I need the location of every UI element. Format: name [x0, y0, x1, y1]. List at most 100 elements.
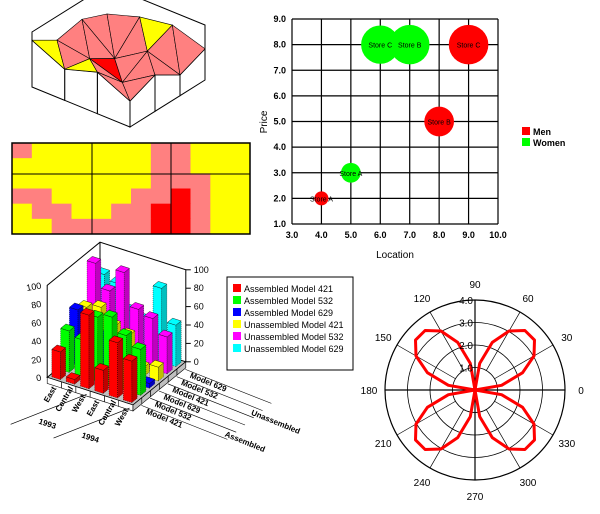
polar-angle-label: 150 — [375, 333, 392, 344]
contour-cell — [12, 188, 33, 205]
legend-swatch — [233, 308, 241, 316]
contour-cell — [150, 203, 172, 220]
polar-spoke — [485, 311, 521, 371]
contour-cell — [111, 188, 132, 205]
bar-top-face — [108, 335, 124, 344]
bar-row-line — [167, 383, 254, 419]
contour-cell — [111, 218, 132, 235]
legend-swatch — [233, 296, 241, 304]
bar-top-face — [149, 359, 164, 368]
bubble-label: Store C — [368, 43, 392, 50]
bar-top-face — [131, 342, 147, 350]
contour-cell — [230, 203, 251, 220]
bar-top-face — [65, 372, 81, 380]
contour-cell — [111, 143, 132, 159]
bubble-point — [448, 24, 489, 65]
bar-y-tick-right: 0 — [194, 357, 199, 367]
bubble-x-tick: 3.0 — [286, 230, 299, 240]
polar-radius-label: 2.0 — [459, 341, 473, 352]
polar-angle-label: 210 — [375, 439, 392, 450]
bar-y-tick-left: 20 — [30, 354, 42, 366]
contour-cell — [31, 188, 53, 205]
surface-facet — [121, 74, 156, 102]
legend-swatch — [233, 344, 241, 352]
bar-top-face — [122, 353, 138, 362]
polar-radius-label: 4.0 — [459, 296, 473, 307]
legend-swatch — [233, 332, 241, 340]
bar-side-face — [103, 365, 109, 394]
contour-cell — [230, 188, 251, 205]
bar-row-line — [158, 390, 246, 426]
bubble-point — [361, 25, 400, 64]
contour-cell — [111, 158, 132, 174]
contour-cell — [230, 173, 251, 189]
bubble-x-tick: 8.0 — [433, 230, 446, 240]
bar-y-tick-left: 60 — [30, 317, 42, 329]
bar-y-tick-left: 40 — [30, 336, 42, 348]
bar-floor-edge — [176, 361, 187, 376]
legend-label: Unassembled Model 532 — [244, 332, 344, 342]
legend-swatch — [233, 320, 241, 328]
polar-angle-label: 0 — [578, 386, 584, 397]
contour-cell — [230, 218, 251, 235]
contour-cell — [71, 203, 92, 220]
polar-spoke — [429, 311, 465, 371]
bubble-label: Store A — [310, 196, 333, 203]
bubble-label: Store B — [398, 43, 422, 50]
contour-cell — [210, 173, 231, 189]
contour-cell — [51, 188, 72, 205]
bubble-point — [424, 106, 454, 137]
contour-cell — [131, 143, 152, 159]
bar-y-tick-right: 60 — [194, 302, 204, 312]
contour-cell — [230, 158, 251, 174]
contour-cell — [51, 173, 72, 189]
polar-angle-label: 240 — [414, 478, 431, 489]
bubble-y-tick: 3.0 — [273, 168, 286, 178]
contour-cell — [31, 158, 53, 174]
contour-cell — [210, 143, 231, 159]
bubble-y-tick: 9.0 — [273, 14, 286, 24]
bubble-y-label: Price — [259, 110, 270, 133]
bar-group-line — [53, 407, 130, 439]
polar-radius-label: 1.0 — [459, 364, 473, 375]
contour-cell — [71, 218, 92, 235]
bar-top-face — [92, 300, 107, 308]
contour-cell — [111, 173, 132, 189]
polar-angle-label: 270 — [467, 492, 484, 503]
bar-side-face — [149, 378, 155, 389]
bubble-x-tick: 7.0 — [403, 230, 416, 240]
legend-label: Assembled Model 421 — [244, 284, 333, 294]
bubble-y-tick: 8.0 — [273, 40, 286, 50]
polar-series-line — [414, 329, 536, 451]
legend-label: Unassembled Model 421 — [244, 320, 344, 330]
contour-cell — [210, 203, 231, 220]
contour-cell — [91, 218, 112, 235]
bubble-y-tick: 2.0 — [273, 193, 286, 203]
contour-cell — [91, 158, 112, 174]
legend-swatch — [233, 284, 241, 292]
legend-swatch — [522, 127, 530, 135]
contour-cell — [230, 143, 251, 159]
bar-y-tick-right: 40 — [194, 320, 204, 330]
bubble-label: Store C — [457, 43, 481, 50]
contour-cell — [12, 158, 33, 174]
contour-cell — [150, 188, 172, 205]
contour-cell — [51, 158, 72, 174]
contour-cell — [190, 218, 211, 235]
contour-cell — [131, 188, 152, 205]
bubble-y-tick: 6.0 — [273, 91, 286, 101]
bar-row-line — [185, 369, 272, 404]
contour-cell — [131, 218, 152, 235]
polar-angle-label: 330 — [558, 439, 575, 450]
bubble-label: Store A — [339, 171, 362, 178]
contour-cell — [150, 143, 172, 159]
contour-cell — [170, 218, 191, 235]
bar-y-tick-left: 100 — [26, 280, 43, 292]
polar-spoke — [494, 344, 554, 380]
contour-cell — [210, 218, 231, 235]
bar-top-face — [143, 311, 159, 319]
